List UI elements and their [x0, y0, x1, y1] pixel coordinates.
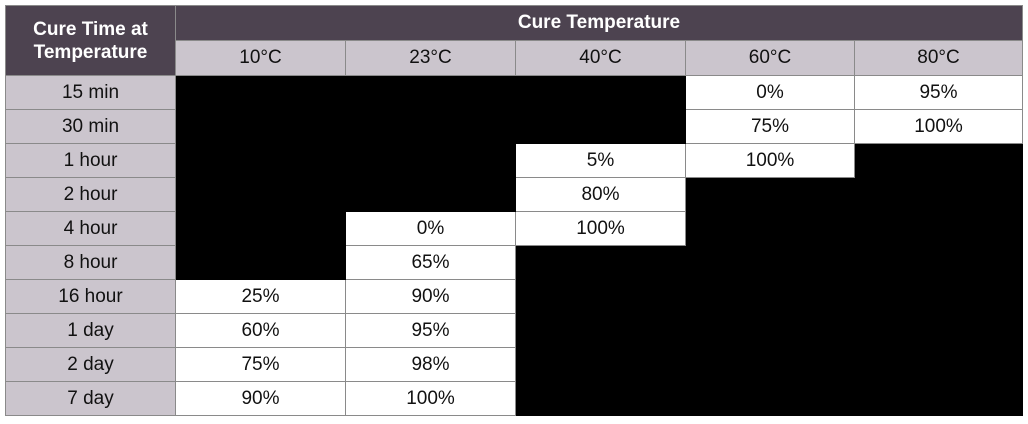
row-label: 2 hour: [5, 177, 176, 212]
blank-cell: [854, 313, 1023, 348]
blank-cell: [345, 75, 516, 110]
table-row: 30 min 75% 100%: [5, 109, 1023, 144]
table-row: 1 hour 5% 100%: [5, 143, 1023, 178]
blank-cell: [685, 381, 855, 416]
blank-cell: [854, 143, 1023, 178]
value-cell: 95%: [854, 75, 1023, 110]
blank-cell: [685, 313, 855, 348]
value-cell: 90%: [345, 279, 516, 314]
value-cell: 100%: [685, 143, 855, 178]
table-row: 2 day 75% 98%: [5, 347, 1023, 382]
value-cell: 25%: [175, 279, 346, 314]
column-header: 10°C: [175, 40, 346, 76]
cure-table: Cure Time at Temperature Cure Temperatur…: [5, 5, 1023, 416]
value-cell: 65%: [345, 245, 516, 280]
blank-cell: [854, 347, 1023, 382]
column-header: 23°C: [345, 40, 516, 76]
blank-cell: [175, 211, 346, 246]
table-row: 2 hour 80%: [5, 177, 1023, 212]
group-header: Cure Temperature: [175, 5, 1023, 41]
blank-cell: [515, 347, 686, 382]
value-cell: 5%: [515, 143, 686, 178]
row-label: 16 hour: [5, 279, 176, 314]
blank-cell: [175, 109, 346, 144]
corner-line: Temperature: [33, 41, 148, 63]
value-cell: 90%: [175, 381, 346, 416]
blank-cell: [345, 109, 516, 144]
blank-cell: [515, 381, 686, 416]
value-cell: 0%: [345, 211, 516, 246]
blank-cell: [854, 211, 1023, 246]
row-label: 1 day: [5, 313, 176, 348]
column-header: 40°C: [515, 40, 686, 76]
blank-cell: [515, 245, 686, 280]
column-header: 80°C: [854, 40, 1023, 76]
row-label: 4 hour: [5, 211, 176, 246]
blank-cell: [854, 279, 1023, 314]
blank-cell: [854, 245, 1023, 280]
value-cell: 98%: [345, 347, 516, 382]
blank-cell: [685, 211, 855, 246]
value-cell: 0%: [685, 75, 855, 110]
blank-cell: [685, 177, 855, 212]
blank-cell: [175, 75, 346, 110]
value-cell: 75%: [685, 109, 855, 144]
row-label: 30 min: [5, 109, 176, 144]
row-label: 8 hour: [5, 245, 176, 280]
blank-cell: [175, 245, 346, 280]
row-label: 2 day: [5, 347, 176, 382]
blank-cell: [515, 313, 686, 348]
value-cell: 100%: [854, 109, 1023, 144]
row-label: 15 min: [5, 75, 176, 110]
blank-cell: [685, 347, 855, 382]
blank-cell: [515, 75, 686, 110]
value-cell: 60%: [175, 313, 346, 348]
column-header: 60°C: [685, 40, 855, 76]
row-label: 7 day: [5, 381, 176, 416]
row-label: 1 hour: [5, 143, 176, 178]
value-cell: 100%: [345, 381, 516, 416]
table-row: 8 hour 65%: [5, 245, 1023, 280]
blank-cell: [515, 109, 686, 144]
value-cell: 100%: [515, 211, 686, 246]
blank-cell: [345, 143, 516, 178]
corner-header: Cure Time at Temperature: [5, 5, 176, 76]
blank-cell: [854, 177, 1023, 212]
blank-cell: [345, 177, 516, 212]
table-row: 7 day 90% 100%: [5, 381, 1023, 416]
blank-cell: [175, 177, 346, 212]
value-cell: 75%: [175, 347, 346, 382]
table-row: 16 hour 25% 90%: [5, 279, 1023, 314]
blank-cell: [854, 381, 1023, 416]
corner-line: Cure Time at: [33, 18, 148, 40]
blank-cell: [685, 245, 855, 280]
table-row: 4 hour 0% 100%: [5, 211, 1023, 246]
table-row: 15 min 0% 95%: [5, 75, 1023, 110]
blank-cell: [685, 279, 855, 314]
blank-cell: [515, 279, 686, 314]
value-cell: 95%: [345, 313, 516, 348]
table-row: 1 day 60% 95%: [5, 313, 1023, 348]
value-cell: 80%: [515, 177, 686, 212]
blank-cell: [175, 143, 346, 178]
